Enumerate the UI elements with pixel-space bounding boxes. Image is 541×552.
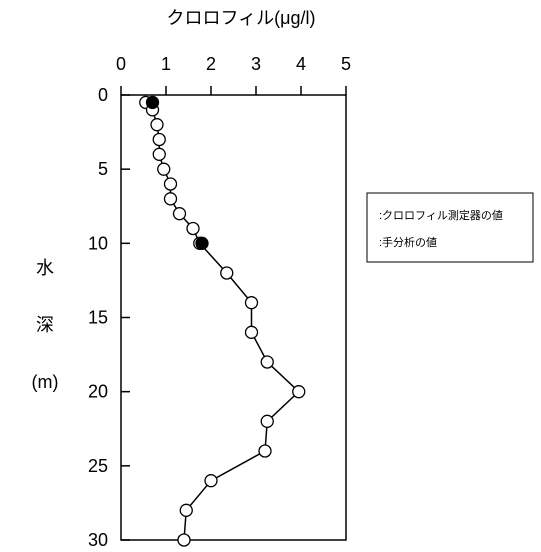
x-tick-label: 4 xyxy=(296,54,306,74)
data-point-measured xyxy=(186,221,200,236)
data-point-measured xyxy=(244,296,259,310)
y-tick-label: 30 xyxy=(88,530,108,547)
data-point-measured xyxy=(172,207,187,221)
x-tick-label: 1 xyxy=(161,54,171,74)
data-point-measured xyxy=(152,132,166,147)
y-axis-label-char-2: 深 xyxy=(36,315,54,335)
y-axis-ticks: 0 5 10 15 20 25 30 xyxy=(88,85,130,550)
legend: :クロロフィル測定器の値 :手分析の値 xyxy=(366,192,534,263)
x-tick-label: 3 xyxy=(251,54,261,74)
y-tick-label: 10 xyxy=(88,233,108,253)
data-point-measured xyxy=(179,503,193,517)
y-tick-label: 25 xyxy=(88,456,108,476)
series-1 xyxy=(139,95,306,547)
x-tick-label: 5 xyxy=(341,54,351,74)
data-point-measured xyxy=(244,325,259,339)
x-axis-title: クロロフィル(μg/l) xyxy=(166,8,315,28)
y-axis-label-char-1: 水 xyxy=(36,258,54,278)
x-tick-label: 0 xyxy=(116,54,126,74)
data-point-manual xyxy=(195,236,209,250)
data-point-measured xyxy=(220,266,234,280)
data-point-measured xyxy=(177,533,191,547)
x-tick-label: 2 xyxy=(206,54,216,74)
data-point-measured xyxy=(258,444,272,458)
data-point-measured xyxy=(152,147,166,161)
data-point-measured xyxy=(260,355,274,369)
data-point-measured xyxy=(163,177,178,191)
x-axis-ticks: 0 1 2 3 4 5 xyxy=(116,54,351,95)
data-point-measured xyxy=(157,162,171,176)
legend-box xyxy=(366,192,534,263)
y-axis-label-char-3: (m) xyxy=(32,372,59,392)
plot-frame xyxy=(120,94,347,541)
series-layer xyxy=(139,95,306,547)
legend-entry-measured: :クロロフィル測定器の値 xyxy=(379,208,503,222)
data-point-measured xyxy=(204,474,218,488)
data-point-measured xyxy=(292,385,306,399)
y-tick-label: 20 xyxy=(88,382,108,402)
data-point-manual xyxy=(145,95,160,110)
y-tick-label: 0 xyxy=(98,85,108,105)
y-tick-label: 5 xyxy=(98,159,108,179)
y-tick-label: 15 xyxy=(88,308,108,328)
legend-entry-manual: :手分析の値 xyxy=(379,235,437,249)
data-point-measured xyxy=(163,192,178,206)
data-point-measured xyxy=(260,414,274,428)
series-2 xyxy=(145,95,209,250)
data-point-measured xyxy=(150,118,164,132)
